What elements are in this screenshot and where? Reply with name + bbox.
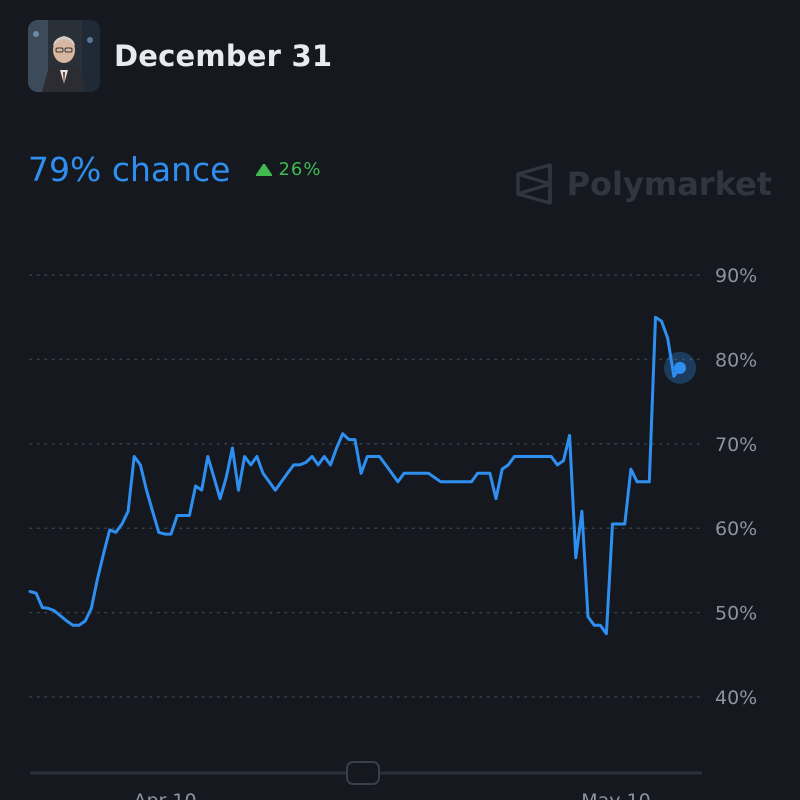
- change-value: 26%: [278, 159, 322, 180]
- x-tick-label: Apr 10: [133, 790, 196, 800]
- triangle-up-icon: [256, 163, 273, 176]
- range-handle[interactable]: [346, 761, 380, 785]
- y-tick-label: 70%: [715, 434, 757, 456]
- price-chart: 40% 50% 60% 70% 80% 90% Apr 10 May 10: [28, 265, 757, 800]
- y-tick-label: 80%: [715, 349, 757, 371]
- polymarket-watermark: Polymarket: [515, 162, 772, 206]
- series-line: [28, 315, 682, 636]
- polymarket-logo-icon: [515, 163, 552, 205]
- y-tick-label: 40%: [715, 687, 757, 709]
- market-title: December 31: [114, 39, 333, 73]
- y-tick-label: 50%: [715, 603, 757, 625]
- brand-name: Polymarket: [566, 165, 772, 203]
- x-tick-label: May 10: [581, 790, 651, 800]
- change-indicator: 26%: [256, 159, 321, 180]
- chance-value: 79% chance: [28, 150, 231, 189]
- y-tick-label: 90%: [715, 265, 757, 287]
- probability-summary: 79% chance 26%: [28, 150, 322, 189]
- avatar: [28, 20, 100, 92]
- current-point: [674, 361, 686, 374]
- market-header: December 31: [28, 20, 332, 92]
- y-tick-label: 60%: [715, 518, 757, 540]
- person-photo-icon: [28, 20, 100, 92]
